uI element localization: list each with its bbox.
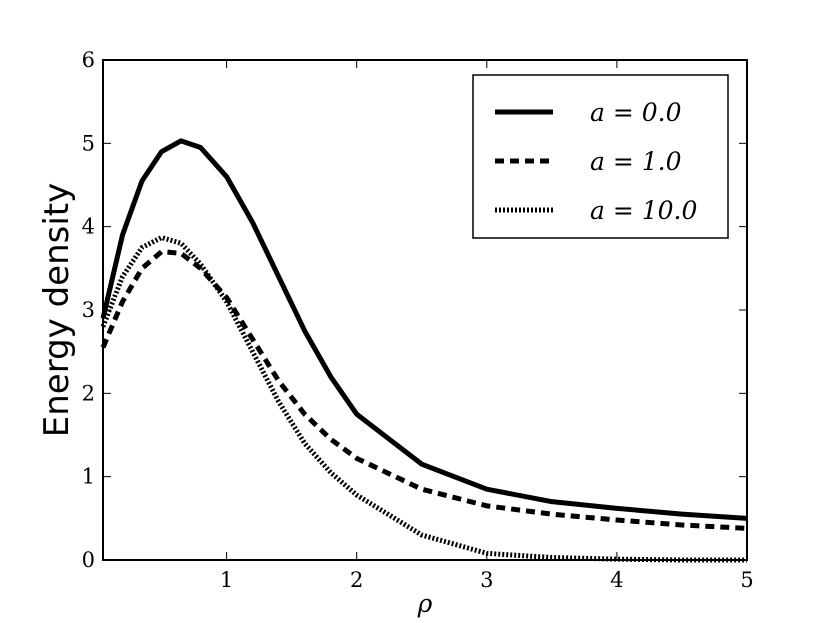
- x-tick-label: 5: [740, 568, 753, 592]
- y-tick-label: 6: [82, 48, 95, 72]
- x-axis-label: ρ: [417, 589, 433, 618]
- data-line: [100, 138, 748, 521]
- x-tick-label: 1: [220, 568, 233, 592]
- y-tick-label: 3: [82, 298, 95, 322]
- y-tick-label: 5: [82, 131, 95, 155]
- x-tick-label: 3: [480, 568, 493, 592]
- y-tick-label: 2: [82, 381, 95, 405]
- y-tick-label: 1: [82, 465, 95, 489]
- y-tick-label: 4: [82, 215, 95, 239]
- data-line: [100, 235, 747, 563]
- legend-label: a = 1.0: [590, 147, 682, 176]
- data-line: [100, 249, 748, 531]
- legend-label: a = 0.0: [590, 98, 682, 127]
- legend-label: a = 10.0: [590, 196, 698, 225]
- x-tick-label: 4: [610, 568, 623, 592]
- x-tick-label: 2: [350, 568, 363, 592]
- y-axis-label: Energy density: [37, 183, 77, 438]
- y-tick-label: 0: [82, 548, 95, 572]
